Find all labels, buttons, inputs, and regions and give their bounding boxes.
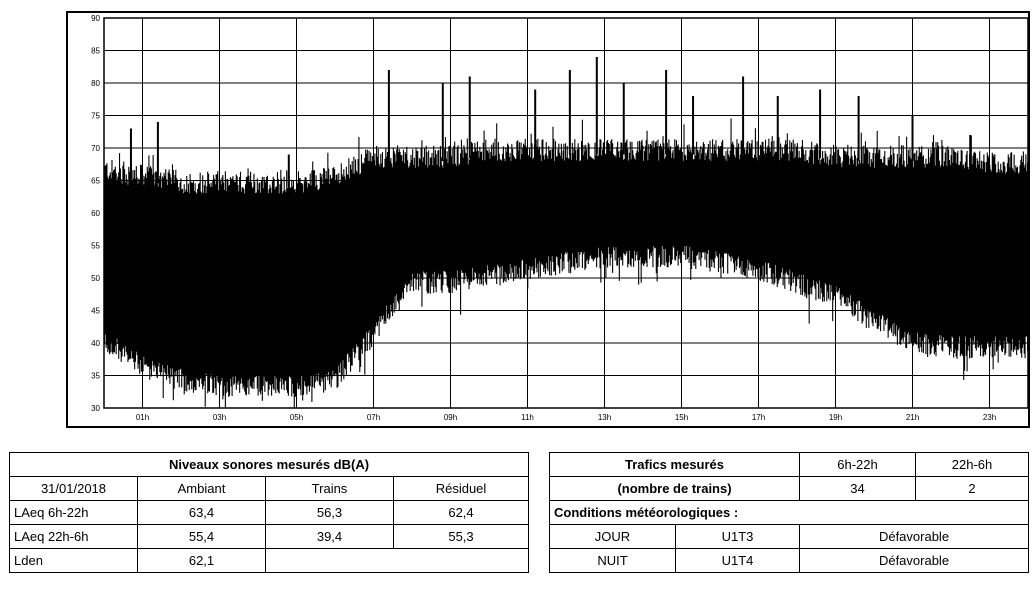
y-tick-label: 35: [91, 372, 100, 381]
y-tick-label: 45: [91, 307, 100, 316]
cell-residuel: 62,4: [393, 500, 529, 525]
y-tick-label: 40: [91, 339, 100, 348]
levels-col-residuel: Résiduel: [393, 476, 529, 501]
traffic-title-line2: (nombre de trains): [548, 476, 801, 501]
table-row: NUIT U1T4 Défavorable: [549, 548, 1029, 573]
sound-levels-table: Niveaux sonores mesurés dB(A) 31/01/2018…: [9, 452, 529, 573]
x-tick-label: 03h: [213, 413, 226, 422]
x-tick-label: 23h: [983, 413, 996, 422]
traffic-period-night: 22h-6h: [915, 452, 1029, 477]
series-line: [103, 118, 1029, 408]
levels-table-title: Niveaux sonores mesurés dB(A): [9, 452, 529, 477]
table-row: Lden 62,1: [9, 548, 529, 573]
y-tick-label: 55: [91, 242, 100, 251]
noise-level-chart: 30 35 40 45 50 55 60 65 70 75 80 85 90 01h 03h 05h 07h 09…: [66, 11, 1030, 428]
y-tick-label: 85: [91, 47, 100, 56]
x-tick-label: 17h: [752, 413, 765, 422]
x-tick-label: 21h: [906, 413, 919, 422]
y-tick-label: 70: [91, 144, 100, 153]
traffic-count-day: 34: [799, 476, 917, 501]
cell-residuel: 55,3: [393, 524, 529, 549]
x-tick-label: 05h: [290, 413, 303, 422]
x-tick-label: 07h: [367, 413, 380, 422]
cell-ambiant: 62,1: [137, 548, 266, 573]
empty-cell: [265, 548, 529, 573]
y-tick-label: 60: [91, 209, 100, 218]
cell-trains: 39,4: [265, 524, 394, 549]
chart-svg: 30 35 40 45 50 55 60 65 70 75 80 85 90 01h 03h 05h 07h 09…: [66, 11, 1030, 428]
y-tick-label: 30: [91, 404, 100, 413]
table-row: LAeq 6h-22h 63,4 56,3 62,4: [9, 500, 529, 525]
x-tick-label: 09h: [444, 413, 457, 422]
cell-ambiant: 55,4: [137, 524, 266, 549]
cell-trains: 56,3: [265, 500, 394, 525]
weather-period: JOUR: [549, 524, 676, 549]
levels-col-date: 31/01/2018: [9, 476, 138, 501]
x-tick-label: 19h: [829, 413, 842, 422]
row-label: LAeq 6h-22h: [9, 500, 138, 525]
y-tick-label: 75: [91, 112, 100, 121]
weather-period: NUIT: [549, 548, 676, 573]
table-row: LAeq 22h-6h 55,4 39,4 55,3: [9, 524, 529, 549]
levels-col-ambiant: Ambiant: [137, 476, 266, 501]
weather-code: U1T4: [674, 548, 801, 573]
x-tick-label: 01h: [136, 413, 149, 422]
y-tick-label: 50: [91, 274, 100, 283]
x-tick-label: 11h: [521, 413, 534, 422]
row-label: Lden: [9, 548, 138, 573]
y-tick-label: 65: [91, 177, 100, 186]
traffic-period-day: 6h-22h: [799, 452, 917, 477]
weather-condition: Défavorable: [799, 548, 1029, 573]
x-tick-label: 13h: [598, 413, 611, 422]
cell-ambiant: 63,4: [137, 500, 266, 525]
table-row: JOUR U1T3 Défavorable: [549, 524, 1029, 549]
weather-condition: Défavorable: [799, 524, 1029, 549]
row-label: LAeq 22h-6h: [9, 524, 138, 549]
levels-col-trains: Trains: [265, 476, 394, 501]
y-tick-label: 90: [91, 14, 100, 23]
y-tick-label: 80: [91, 79, 100, 88]
traffic-table: Trafics mesurés 6h-22h 22h-6h (nombre de…: [548, 452, 1029, 573]
conditions-label: Conditions météorologiques :: [549, 500, 1029, 525]
traffic-title-line1: Trafics mesurés: [548, 452, 801, 477]
weather-code: U1T3: [674, 524, 801, 549]
traffic-count-night: 2: [915, 476, 1029, 501]
x-tick-label: 15h: [675, 413, 688, 422]
